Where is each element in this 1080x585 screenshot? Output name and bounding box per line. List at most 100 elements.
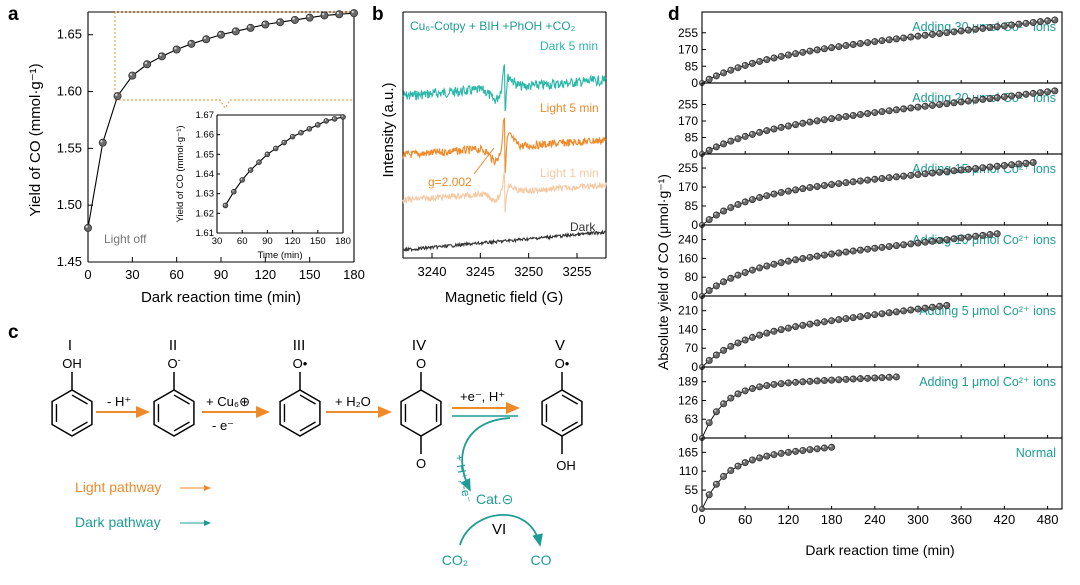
d-data-point-highlight — [894, 243, 897, 246]
d-data-point — [792, 50, 800, 58]
d-data-point-highlight — [843, 43, 846, 46]
d-ytick-label: 0 — [691, 289, 698, 303]
d-data-point — [820, 318, 828, 326]
a-data-point — [202, 35, 211, 44]
d-ytick-label: 55 — [685, 483, 699, 497]
a-data-point — [143, 60, 152, 69]
d-ytick-label: 0 — [691, 502, 698, 516]
d-data-point — [705, 419, 713, 427]
d-data-point-highlight — [987, 232, 990, 235]
d-data-point — [885, 242, 893, 250]
d-data-point — [885, 107, 893, 115]
d-data-point-highlight — [1002, 94, 1005, 97]
d-data-point — [993, 230, 1001, 238]
d-data-point-highlight — [735, 340, 738, 343]
d-data-point — [705, 357, 713, 365]
d-data-point — [756, 454, 764, 462]
c-cat: Cat.⊝ — [476, 491, 513, 507]
d-data-point-highlight — [879, 176, 882, 179]
d-data-point-highlight — [815, 118, 818, 121]
d-data-point — [777, 259, 785, 267]
d-data-point-highlight — [750, 267, 753, 270]
a-inset-point — [306, 125, 313, 132]
d-data-point — [957, 98, 965, 106]
d-data-point — [828, 181, 836, 189]
panel-label-a: a — [8, 4, 19, 25]
b-legend-dark: Dark — [570, 220, 596, 234]
a-data-point-highlight — [144, 61, 148, 65]
d-data-point — [921, 31, 929, 39]
d-data-point — [871, 244, 879, 252]
d-data-point-highlight — [937, 304, 940, 307]
d-data-point-highlight — [930, 32, 933, 35]
d-data-point-highlight — [793, 187, 796, 190]
a-data-point — [261, 20, 270, 29]
d-data-point — [763, 262, 771, 270]
d-data-point — [763, 329, 771, 337]
c-label-2: II — [169, 337, 177, 354]
d-data-point — [907, 171, 915, 179]
d-data-point-highlight — [901, 35, 904, 38]
d-data-point — [950, 167, 958, 175]
c-co: CO — [531, 552, 552, 568]
a-inset-xtick-label: 90 — [262, 236, 273, 247]
d-data-point — [1008, 92, 1016, 100]
d-data-point-highlight — [786, 52, 789, 55]
d-data-point-highlight — [822, 117, 825, 120]
a-data-point — [320, 11, 329, 20]
d-data-point — [871, 38, 879, 46]
d-data-point — [792, 186, 800, 194]
d-data-point — [712, 351, 720, 359]
d-data-point-highlight — [937, 238, 940, 241]
d-data-point — [957, 166, 965, 174]
d-data-point — [813, 445, 821, 453]
a-inset-point — [323, 118, 330, 124]
c-double-bond — [299, 394, 316, 405]
d-data-point — [914, 32, 922, 40]
d-data-point-highlight — [887, 175, 890, 178]
d-data-point — [720, 400, 728, 408]
d-data-point — [972, 232, 980, 240]
d-data-point — [777, 380, 785, 388]
d-data-point-highlight — [858, 112, 861, 115]
b-g-value: g=2.002 — [428, 175, 472, 189]
d-data-point — [741, 132, 749, 140]
d-data-point — [799, 378, 807, 386]
d-subplot: 0 55 110 165 Normal — [678, 437, 1063, 516]
d-data-point — [1000, 22, 1008, 30]
a-xtick-label: 30 — [125, 267, 139, 282]
d-data-point-highlight — [951, 236, 954, 239]
d-data-point-highlight — [915, 34, 918, 37]
panel-b-chart: 3240 3245 3250 3255 Magnetic field (G) Inte… — [380, 11, 607, 306]
d-data-point-highlight — [829, 182, 832, 185]
d-data-point-highlight — [858, 248, 861, 251]
d-data-point — [892, 35, 900, 43]
a-data-point — [128, 71, 137, 80]
d-data-point — [770, 451, 778, 459]
d-data-point-highlight — [1016, 22, 1019, 25]
panel-label-d: d — [668, 4, 680, 25]
d-ytick-label: 240 — [678, 233, 698, 247]
d-data-point — [813, 377, 821, 385]
d-data-point-highlight — [980, 26, 983, 29]
c-oh-1: OH — [62, 356, 82, 371]
d-data-point-highlight — [858, 376, 861, 379]
d-data-point-highlight — [872, 312, 875, 315]
d-data-point-highlight — [944, 101, 947, 104]
b-g-pointer — [473, 147, 495, 175]
d-data-point — [712, 72, 720, 80]
d-data-point — [878, 108, 886, 116]
a-zoom-box — [114, 12, 354, 109]
d-data-point-highlight — [735, 202, 738, 205]
d-data-point-highlight — [887, 310, 890, 313]
d-data-point — [914, 171, 922, 179]
a-ytick-label: 1.60 — [57, 84, 82, 99]
d-data-point — [950, 99, 958, 107]
d-data-point-highlight — [937, 170, 940, 173]
d-data-point-highlight — [764, 193, 767, 196]
d-data-point — [835, 43, 843, 51]
d-data-point — [964, 26, 972, 34]
d-data-point-highlight — [887, 375, 890, 378]
d-data-point-highlight — [757, 333, 760, 336]
